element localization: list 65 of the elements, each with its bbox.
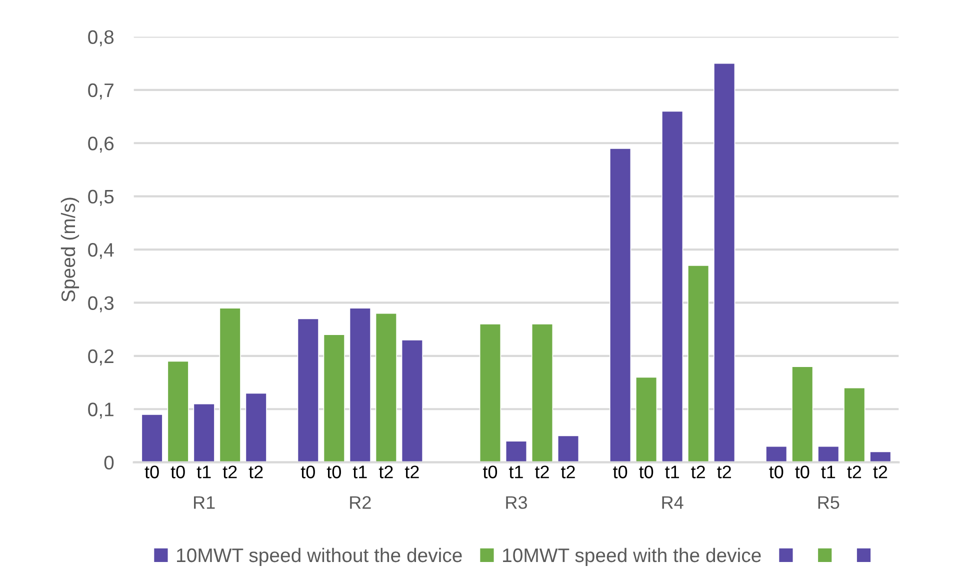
bar [479,324,502,462]
bar [141,414,163,462]
text: R3 [506,496,527,509]
bar [766,446,788,462]
x-tick-label: t2 [691,466,705,478]
bar [219,308,241,462]
x-tick-label: t1 [508,466,523,478]
bar [635,376,658,462]
y-tick-label: 0,6 [88,136,114,153]
bar [818,446,840,462]
x-tick-label: t0 [795,466,810,478]
x-tick-label: t2 [248,466,263,478]
x-tick-label: t0 [300,466,315,478]
bar [297,318,319,462]
y-tick-label: 0,7 [88,83,114,100]
x-tick-label: t0 [170,466,185,478]
y-tick-label: 0,8 [88,30,114,46]
x-tick-label: t0 [144,466,159,478]
bar [245,392,267,462]
bar [505,440,528,462]
x-tick-label: t1 [352,466,367,478]
bar [661,110,684,462]
x-tick-label: t1 [196,466,211,478]
bar [167,360,189,462]
legend-label: 10MWT speed with the device [503,548,761,566]
x-tick-label: t0 [613,466,628,478]
bar [688,265,710,462]
bar [401,340,424,462]
y-tick-label: 0,3 [88,296,114,312]
text: R4 [662,496,684,509]
x-tick-label: t2 [873,466,888,478]
bar [349,308,371,462]
text: R2 [350,496,371,509]
bar [792,366,814,462]
bar [323,334,345,462]
bar [193,403,215,462]
legend-label: 10MWT speed without the device [177,548,462,566]
bar [609,148,632,462]
x-tick-label: t1 [665,466,679,478]
x-tick-label: t2 [222,466,237,478]
y-tick-label: 0 [104,456,114,470]
y-axis-title: Speed (m/s) [60,198,80,302]
bar [557,435,580,462]
x-tick-label: t0 [482,466,498,478]
bar [844,387,866,462]
bar [714,62,736,462]
bar [870,451,892,462]
bar [375,312,397,462]
x-tick-label: t1 [821,466,836,478]
x-tick-label: t0 [769,466,784,478]
x-tick-label: t0 [326,466,341,478]
x-tick-label: t2 [378,466,393,478]
text: R1 [194,496,215,509]
y-tick-label: 0,5 [88,190,114,206]
x-tick-label: t2 [847,466,862,478]
y-tick-label: 0,4 [88,242,114,260]
x-tick-label: t2 [404,466,419,478]
x-tick-label: t2 [535,466,549,478]
x-tick-label: t2 [561,466,575,478]
x-tick-label: t2 [717,466,731,478]
y-tick-label: 0,1 [88,402,114,419]
text: R5 [818,496,840,509]
x-tick-label: t0 [639,466,654,478]
y-tick-label: 0,2 [88,349,114,366]
bar [531,324,554,462]
